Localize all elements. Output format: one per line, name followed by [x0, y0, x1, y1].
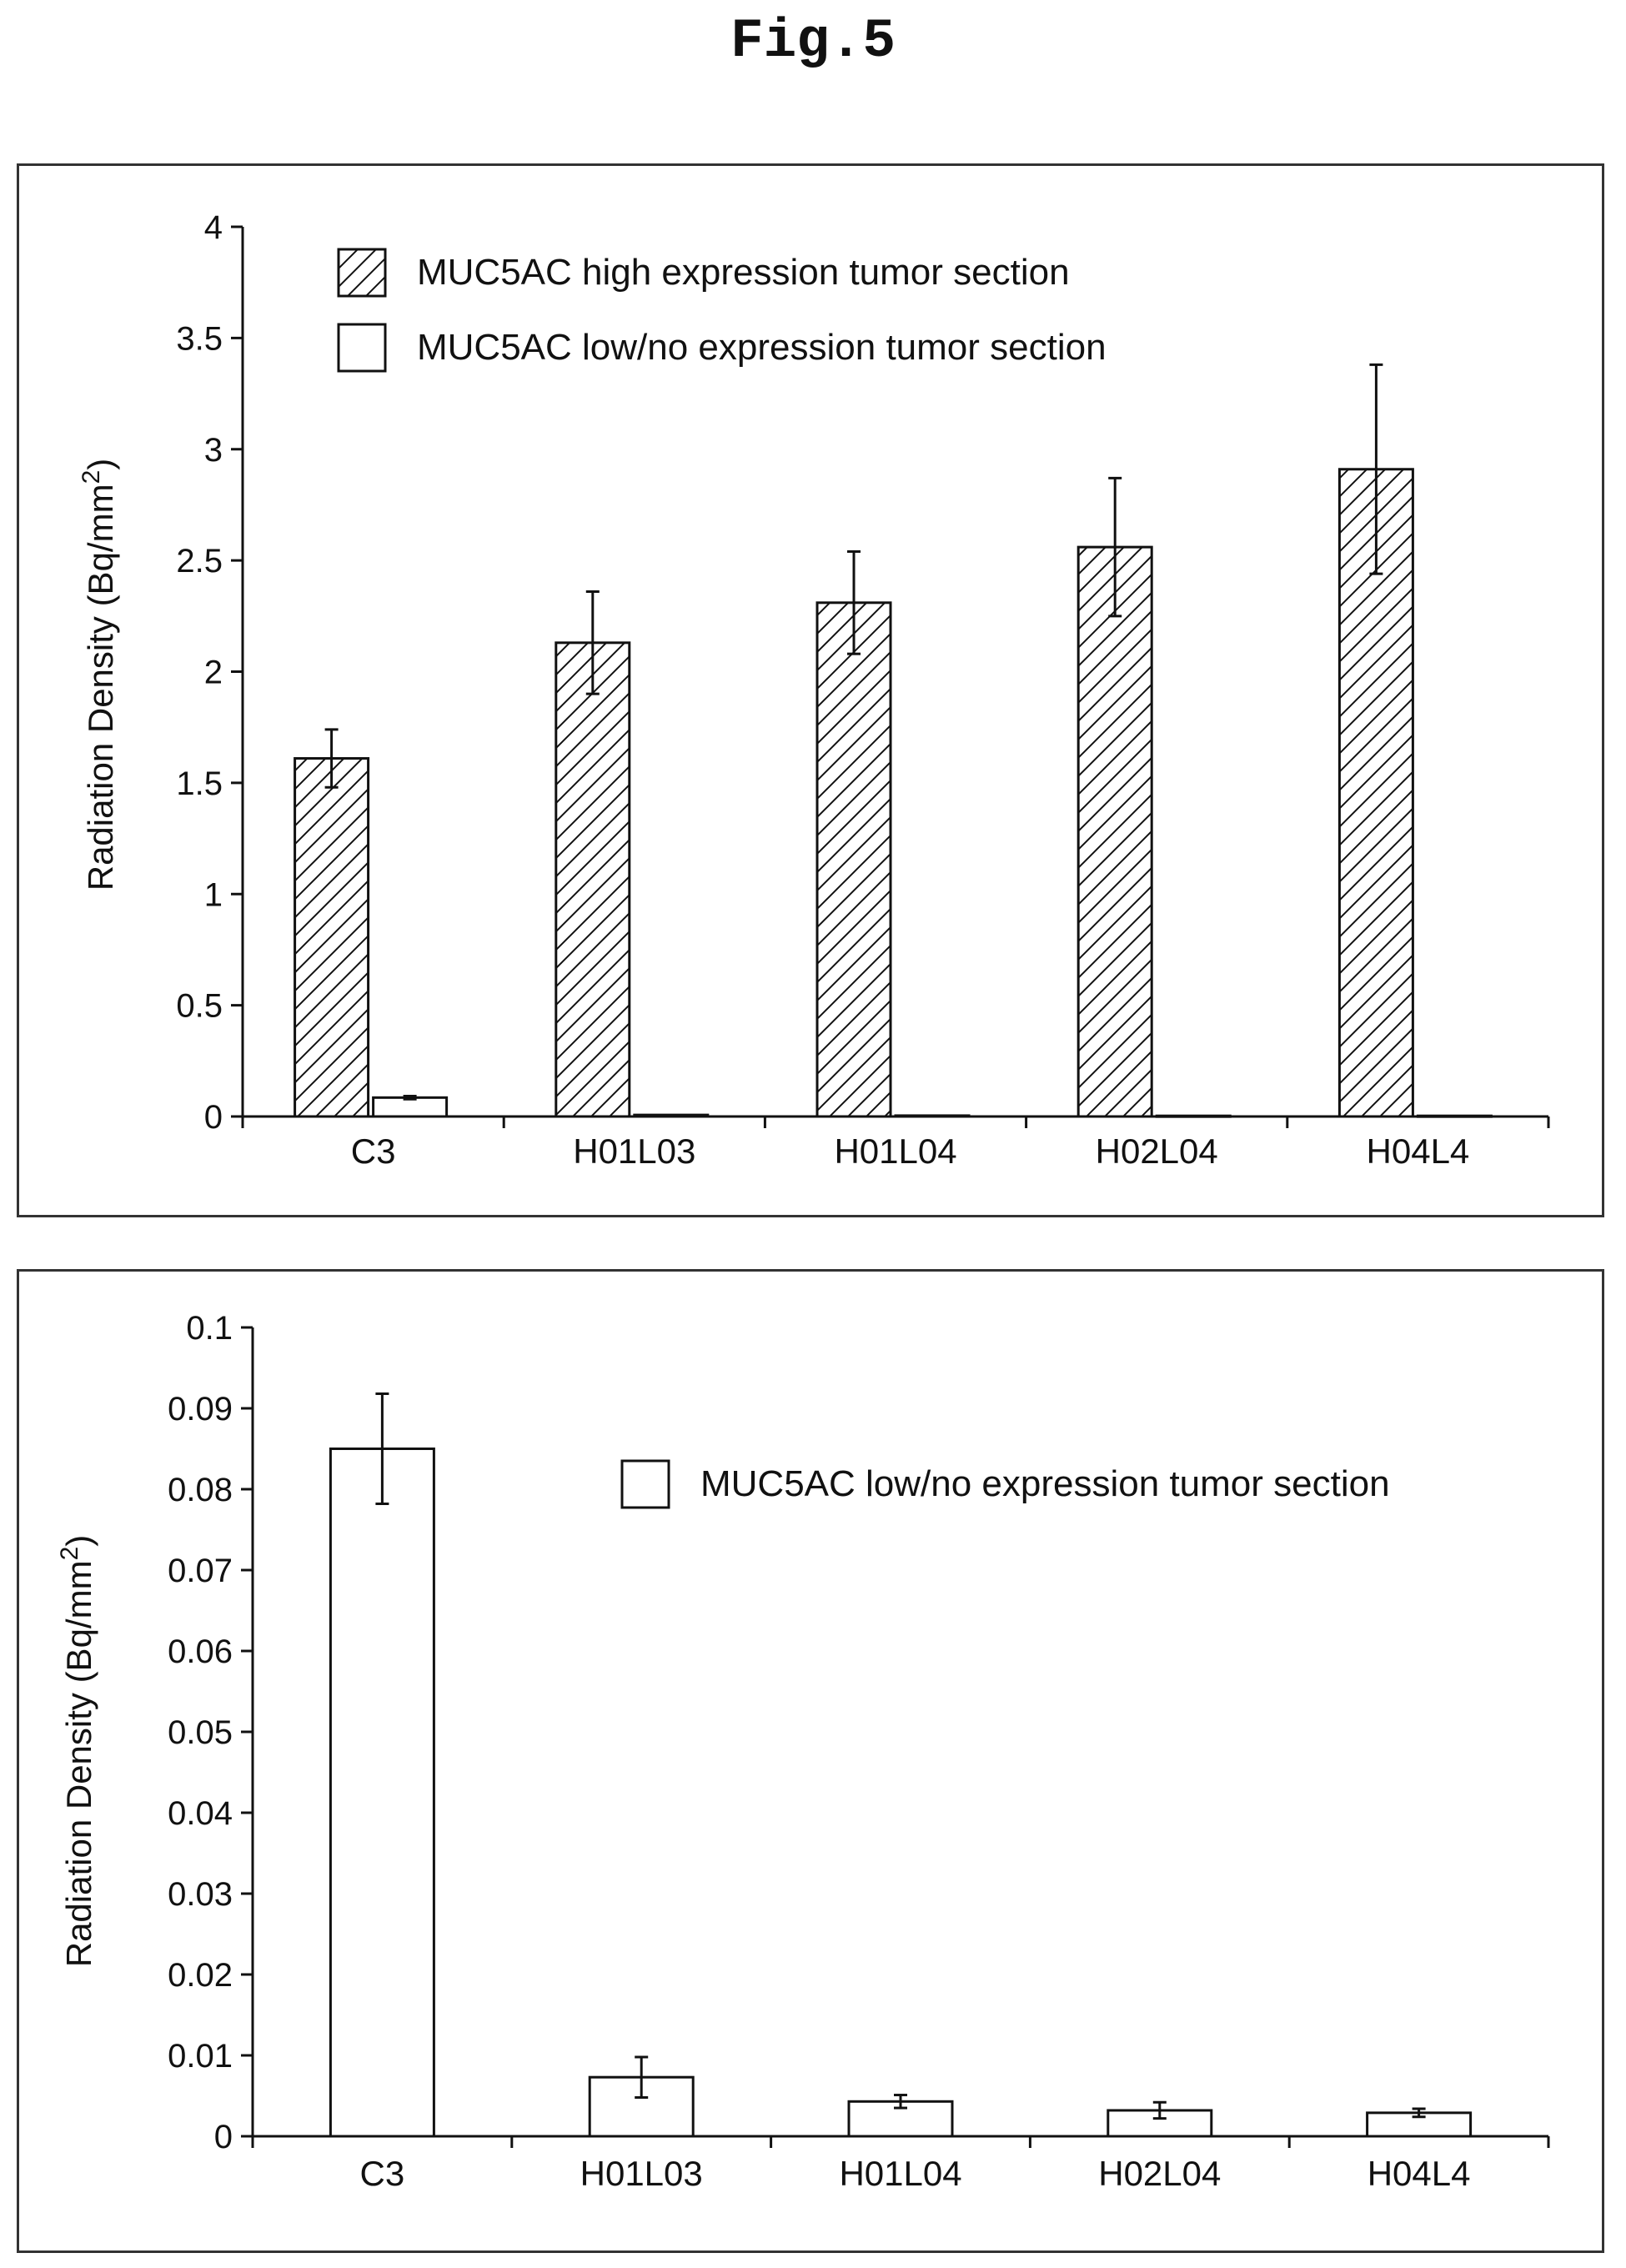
x-tick-label: H02L04	[1098, 2154, 1221, 2193]
y-tick-label: 0.07	[168, 1553, 233, 1589]
x-tick-label: H04L4	[1368, 2154, 1471, 2193]
y-tick-label: 2	[204, 655, 223, 691]
bar	[1337, 468, 1414, 1118]
chart-panel-bottom: 0 0.01 0.02 0.03 0.04 0.05 0.06 0.07 0.08 0.09 0.1…	[17, 1269, 1604, 2253]
bar	[329, 1448, 435, 2138]
x-tick-label: H01L04	[839, 2154, 961, 2193]
y-tick-label: 0.01	[168, 2038, 233, 2075]
bar	[816, 601, 892, 1118]
y-tick-label: 0.5	[176, 988, 223, 1025]
y-tick-label: 3.5	[176, 320, 223, 357]
legend-label: MUC5AC high expression tumor section	[417, 252, 1070, 293]
y-tick-label: 1.5	[176, 765, 223, 802]
x-tick-label: C3	[360, 2154, 405, 2193]
bar	[1076, 545, 1153, 1118]
chart-top: 0 0.5 1 1.5 2 2.5 3 3.5 4 C3 H01L03 H01L04 H02L04 H04…	[78, 209, 1550, 1171]
y-tick-label: 0.02	[168, 1957, 233, 1994]
legend-label: MUC5AC low/no expression tumor section	[417, 327, 1107, 368]
legend-swatch	[337, 323, 387, 373]
y-tick-label: 0	[214, 2119, 233, 2155]
y-tick-label: 0.09	[168, 1391, 233, 1428]
legend-swatch	[620, 1459, 670, 1509]
y-axis-label: Radiation Density (Bq/mm2)	[56, 1535, 98, 1968]
bar	[555, 641, 631, 1118]
y-tick-label: 0.06	[168, 1633, 233, 1670]
x-tick-label: H01L04	[834, 1131, 956, 1171]
x-tick-label: H02L04	[1096, 1131, 1218, 1171]
bar	[633, 1113, 710, 1118]
chart-panel-top: 0 0.5 1 1.5 2 2.5 3 3.5 4 C3 H01L03 H01L04 H02L04 H04…	[17, 163, 1604, 1217]
y-tick-label: 0.1	[186, 1310, 233, 1347]
y-tick-label: 1	[204, 876, 223, 913]
y-tick-label: 0.03	[168, 1876, 233, 1913]
y-axis-label: Radiation Density (Bq/mm2)	[78, 459, 120, 891]
y-tick-label: 0.05	[168, 1714, 233, 1751]
y-tick-label: 4	[204, 209, 223, 246]
legend-swatch	[337, 248, 387, 298]
chart-bottom: 0 0.01 0.02 0.03 0.04 0.05 0.06 0.07 0.08 0.09 0.1…	[56, 1310, 1550, 2193]
x-tick-label: H01L03	[580, 2154, 703, 2193]
legend-label: MUC5AC low/no expression tumor section	[700, 1463, 1390, 1504]
x-tick-label: H01L03	[573, 1131, 695, 1171]
y-tick-label: 2.5	[176, 543, 223, 580]
y-tick-label: 0.04	[168, 1795, 233, 1832]
x-tick-label: H04L4	[1367, 1131, 1470, 1171]
y-tick-label: 0.08	[168, 1472, 233, 1508]
figure-title: Fig.5	[730, 10, 896, 73]
bar	[372, 1096, 449, 1118]
x-tick-label: C3	[351, 1131, 396, 1171]
y-tick-label: 0	[204, 1099, 223, 1136]
bar	[294, 757, 370, 1118]
y-tick-label: 3	[204, 432, 223, 469]
